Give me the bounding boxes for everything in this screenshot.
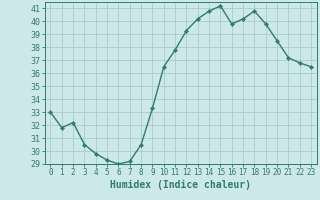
X-axis label: Humidex (Indice chaleur): Humidex (Indice chaleur) — [110, 180, 251, 190]
